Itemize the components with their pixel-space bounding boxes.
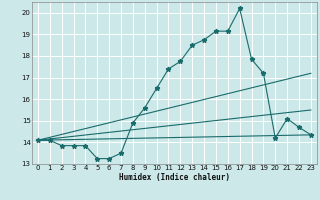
X-axis label: Humidex (Indice chaleur): Humidex (Indice chaleur) — [119, 173, 230, 182]
